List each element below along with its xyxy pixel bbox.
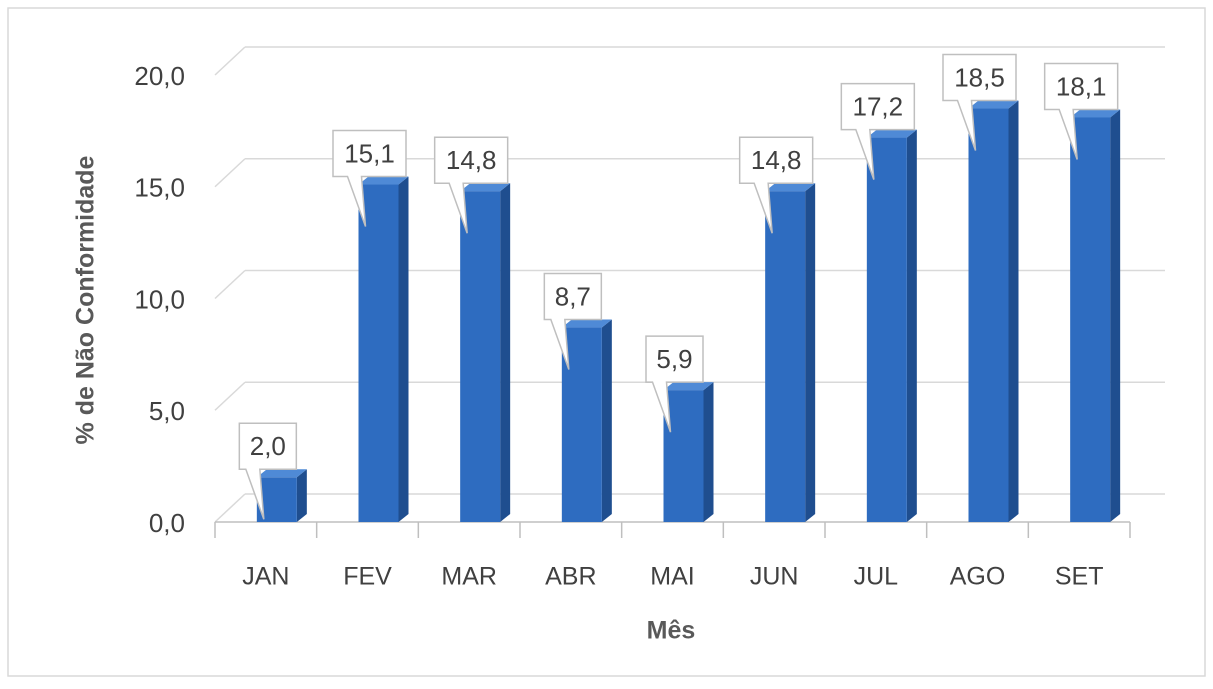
bar	[968, 100, 1019, 523]
bar-front	[968, 108, 1009, 523]
bar-front	[663, 390, 704, 522]
tick-line	[214, 269, 246, 300]
data-label: 14,8	[751, 145, 802, 175]
data-label: 15,1	[344, 138, 395, 168]
callout	[942, 53, 1017, 151]
bar-front	[866, 137, 907, 522]
callout	[1043, 62, 1119, 160]
tick-line	[214, 381, 246, 411]
x-tick-label: MAR	[441, 563, 497, 591]
bar-front	[358, 184, 399, 522]
bar	[1070, 109, 1121, 522]
y-tick-label: 15,0	[134, 173, 185, 203]
x-tick-label: FEV	[343, 563, 392, 591]
y-tick-label: 20,0	[134, 61, 185, 91]
data-label: 2,0	[250, 431, 286, 461]
bar-side	[1110, 109, 1121, 522]
data-label: 5,9	[656, 344, 692, 374]
bar	[460, 183, 511, 522]
y-tick-label: 10,0	[134, 284, 185, 314]
y-tick-label: 5,0	[149, 396, 185, 426]
callout	[645, 335, 704, 433]
x-tick-label: SET	[1055, 563, 1104, 591]
y-tick-label: 0,0	[149, 508, 185, 538]
bar-side	[805, 183, 816, 522]
bar-top	[460, 183, 511, 192]
data-label: 18,5	[954, 62, 1005, 92]
data-label: 14,8	[446, 145, 497, 175]
x-tick-label: JAN	[242, 563, 289, 591]
callout	[840, 82, 916, 180]
callout	[738, 136, 814, 234]
data-label: 18,1	[1056, 71, 1107, 101]
x-tick-label: MAI	[650, 563, 694, 591]
x-tick-label: JUN	[750, 563, 799, 591]
x-tick-label: ABR	[545, 563, 596, 591]
bar-front	[1070, 117, 1111, 522]
bar	[561, 319, 612, 522]
bar	[866, 129, 917, 522]
bar-top	[256, 469, 307, 478]
y-axis-label: % de Não Conformidade	[72, 155, 100, 444]
bar-top	[968, 100, 1019, 109]
callout	[238, 422, 298, 520]
bar-front	[765, 191, 806, 522]
callout	[433, 136, 509, 234]
bar-front	[460, 191, 501, 522]
tick-line	[214, 46, 246, 76]
bar-side	[601, 319, 612, 522]
bar-side	[906, 129, 917, 522]
bar	[663, 382, 714, 522]
x-axis-label: Mês	[647, 617, 696, 645]
data-label: 17,2	[853, 91, 904, 121]
bar	[765, 183, 816, 522]
bar-top	[358, 176, 409, 185]
bar-top	[663, 382, 714, 391]
bar-side	[500, 183, 511, 522]
bar-side	[703, 382, 714, 522]
bar-top	[866, 129, 917, 138]
bar-top	[561, 319, 612, 328]
x-tick-label: JUL	[854, 563, 899, 591]
bar-side	[398, 176, 409, 522]
callout	[332, 129, 407, 227]
bar-top	[765, 183, 816, 192]
data-label: 8,7	[555, 281, 591, 311]
tick-line	[214, 158, 246, 188]
tick-line	[214, 493, 246, 523]
bar-side	[296, 469, 307, 522]
x-tick-label: AGO	[950, 563, 1006, 591]
bar	[358, 176, 409, 522]
callout	[543, 272, 603, 370]
bar	[256, 469, 307, 522]
bar-side	[1008, 100, 1019, 523]
bar-top	[1070, 109, 1121, 118]
